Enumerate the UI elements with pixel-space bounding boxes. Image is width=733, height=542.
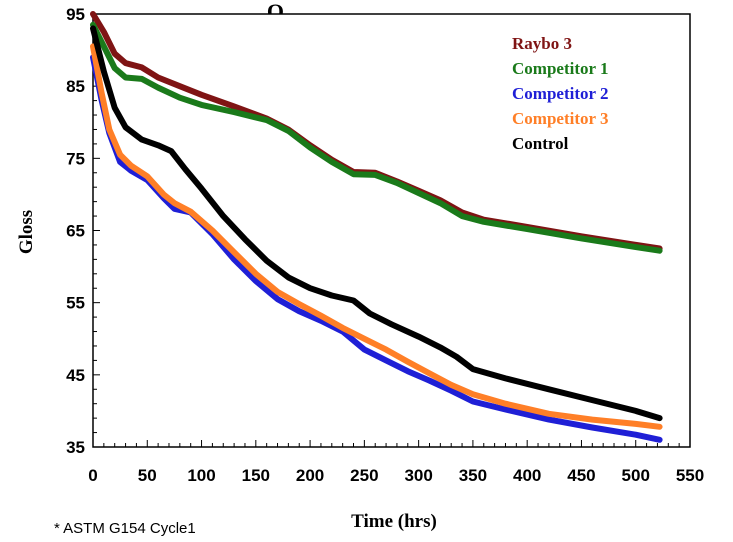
legend-entry: Raybo 3 xyxy=(512,34,572,53)
legend-entry: Competitor 2 xyxy=(512,84,608,103)
legend-entry: Competitor 3 xyxy=(512,109,608,128)
y-tick-label: 65 xyxy=(66,222,85,241)
x-tick-label: 200 xyxy=(296,466,324,485)
y-axis-title: Gloss xyxy=(16,210,37,254)
x-tick-label: 400 xyxy=(513,466,541,485)
plot-area xyxy=(92,13,691,448)
x-axis-title: Time (hrs) xyxy=(351,511,437,532)
x-tick-label: 450 xyxy=(567,466,595,485)
x-tick-label: 550 xyxy=(676,466,704,485)
footnote: * ASTM G154 Cycle1 xyxy=(54,520,196,537)
x-tick-label: 0 xyxy=(88,466,97,485)
series-line xyxy=(90,21,663,254)
series-line xyxy=(90,43,663,430)
series-layer xyxy=(90,11,663,443)
y-tick-label: 35 xyxy=(66,438,85,457)
y-axis: 35 45 55 65 75 85 95 xyxy=(66,5,100,457)
series-line xyxy=(90,54,663,443)
legend: Raybo 3 Competitor 1 Competitor 2 Competito… xyxy=(512,34,608,153)
x-tick-label: 350 xyxy=(459,466,487,485)
x-tick-label: 50 xyxy=(138,466,157,485)
x-tick-label: 250 xyxy=(350,466,378,485)
series-line xyxy=(90,25,663,422)
x-tick-label: 150 xyxy=(242,466,270,485)
y-tick-label: 45 xyxy=(66,366,85,385)
legend-entry: Competitor 1 xyxy=(512,59,608,78)
y-tick-label: 55 xyxy=(66,294,85,313)
x-tick-label: 500 xyxy=(622,466,650,485)
x-tick-label: 100 xyxy=(187,466,215,485)
y-tick-label: 95 xyxy=(66,5,85,24)
plot-frame xyxy=(92,13,691,448)
legend-entry: Control xyxy=(512,134,569,153)
y-tick-label: 75 xyxy=(66,149,85,168)
x-axis: 0 50 100 150 200 250 300 350 400 450 500 550 xyxy=(88,440,704,485)
x-tick-label: 300 xyxy=(404,466,432,485)
y-tick-label: 85 xyxy=(66,77,85,96)
